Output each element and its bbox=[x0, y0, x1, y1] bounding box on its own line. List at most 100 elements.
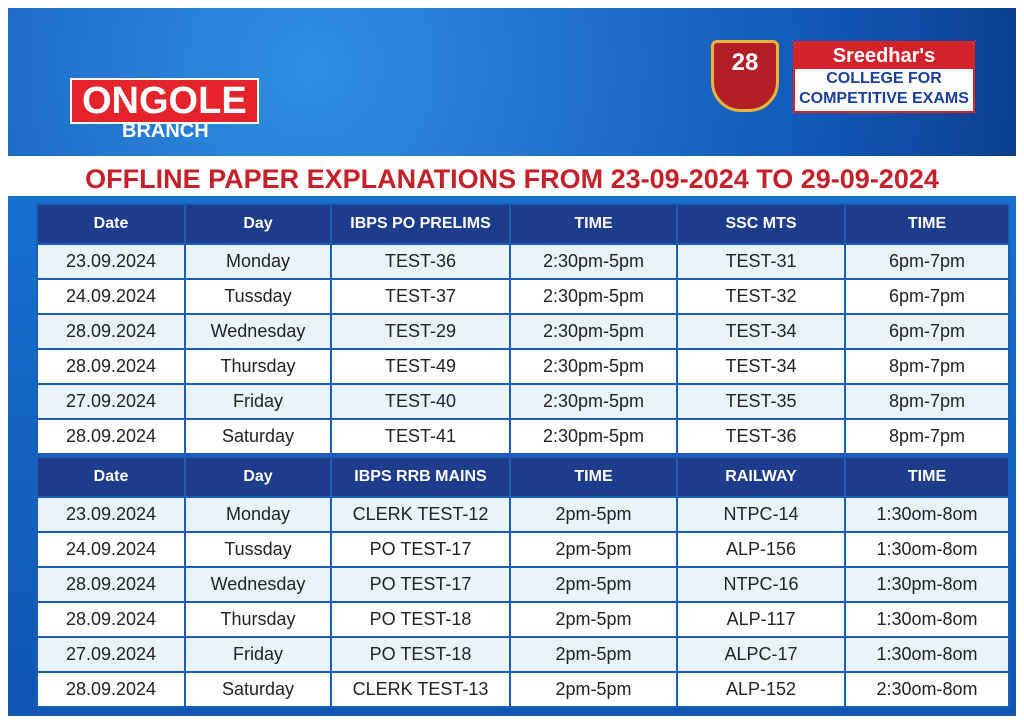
cell: 1:30om-8om bbox=[846, 498, 1008, 531]
column-header: Date bbox=[38, 205, 184, 243]
cell: 2pm-5pm bbox=[511, 673, 676, 706]
cell: NTPC-14 bbox=[678, 498, 844, 531]
cell: 28.09.2024 bbox=[38, 350, 184, 383]
cell: TEST-36 bbox=[332, 245, 509, 278]
cell: 23.09.2024 bbox=[38, 245, 184, 278]
branch-name: ONGOLE bbox=[70, 78, 259, 124]
cell: PO TEST-17 bbox=[332, 568, 509, 601]
cell: TEST-29 bbox=[332, 315, 509, 348]
table-row: 23.09.2024 Monday CLERK TEST-12 2pm-5pm NTPC… bbox=[38, 498, 1008, 531]
table-row: 28.09.2024 Thursday PO TEST-18 2pm-5pm ALP-1… bbox=[38, 603, 1008, 636]
cell: 28.09.2024 bbox=[38, 568, 184, 601]
table-row: 28.09.2024 Saturday TEST-41 2:30pm-5pm TEST-… bbox=[38, 420, 1008, 453]
cell: NTPC-16 bbox=[678, 568, 844, 601]
column-header: Day bbox=[186, 205, 330, 243]
cell: 2pm-5pm bbox=[511, 498, 676, 531]
column-header: TIME bbox=[511, 205, 676, 243]
table-row: 23.09.2024 Monday TEST-36 2:30pm-5pm TEST-31… bbox=[38, 245, 1008, 278]
table-row: 24.09.2024 Tussday PO TEST-17 2pm-5pm ALP-15… bbox=[38, 533, 1008, 566]
column-header: IBPS PO PRELIMS bbox=[332, 205, 509, 243]
cell: 1:30om-8om bbox=[846, 603, 1008, 636]
cell: TEST-34 bbox=[678, 315, 844, 348]
cell: ALPC-17 bbox=[678, 638, 844, 671]
cell: 24.09.2024 bbox=[38, 533, 184, 566]
cell: Tussday bbox=[186, 533, 330, 566]
cell: ALP-152 bbox=[678, 673, 844, 706]
cell: Wednesday bbox=[186, 568, 330, 601]
cell: 28.09.2024 bbox=[38, 603, 184, 636]
cell: TEST-40 bbox=[332, 385, 509, 418]
cell: 23.09.2024 bbox=[38, 498, 184, 531]
schedule-table: Date Day IBPS RRB MAINS TIME RAILWAY TIME 23.0… bbox=[36, 456, 1010, 708]
cell: 28.09.2024 bbox=[38, 673, 184, 706]
table-row: 27.09.2024 Friday PO TEST-18 2pm-5pm ALPC-17… bbox=[38, 638, 1008, 671]
cell: 2:30om-8om bbox=[846, 673, 1008, 706]
cell: 8pm-7pm bbox=[846, 350, 1008, 383]
column-header: Day bbox=[186, 458, 330, 496]
cell: 1:30pm-8om bbox=[846, 568, 1008, 601]
badge: 28 bbox=[711, 40, 779, 112]
cell: 28.09.2024 bbox=[38, 315, 184, 348]
cell: 2:30pm-5pm bbox=[511, 315, 676, 348]
cell: Tussday bbox=[186, 280, 330, 313]
cell: Thursday bbox=[186, 350, 330, 383]
table-row: 28.09.2024 Thursday TEST-49 2:30pm-5pm TEST-… bbox=[38, 350, 1008, 383]
cell: 2pm-5pm bbox=[511, 533, 676, 566]
logo-name: Sreedhar's bbox=[795, 43, 973, 69]
cell: TEST-41 bbox=[332, 420, 509, 453]
cell: 2:30pm-5pm bbox=[511, 280, 676, 313]
cell: ALP-117 bbox=[678, 603, 844, 636]
cell: TEST-37 bbox=[332, 280, 509, 313]
table-row: 24.09.2024 Tussday TEST-37 2:30pm-5pm TEST-3… bbox=[38, 280, 1008, 313]
column-header: RAILWAY bbox=[678, 458, 844, 496]
cell: 1:30om-8om bbox=[846, 533, 1008, 566]
cell: CLERK TEST-12 bbox=[332, 498, 509, 531]
cell: 6pm-7pm bbox=[846, 280, 1008, 313]
cell: 2:30pm-5pm bbox=[511, 350, 676, 383]
cell: TEST-36 bbox=[678, 420, 844, 453]
cell: PO TEST-18 bbox=[332, 603, 509, 636]
cell: 24.09.2024 bbox=[38, 280, 184, 313]
cell: 27.09.2024 bbox=[38, 385, 184, 418]
column-header: TIME bbox=[846, 458, 1008, 496]
column-header: TIME bbox=[846, 205, 1008, 243]
column-header: SSC MTS bbox=[678, 205, 844, 243]
cell: 28.09.2024 bbox=[38, 420, 184, 453]
table-row: 28.09.2024 Saturday CLERK TEST-13 2pm-5pm AL… bbox=[38, 673, 1008, 706]
logo-line: COMPETITIVE EXAMS bbox=[799, 90, 969, 107]
cell: 2pm-5pm bbox=[511, 638, 676, 671]
cell: TEST-34 bbox=[678, 350, 844, 383]
cell: PO TEST-18 bbox=[332, 638, 509, 671]
cell: TEST-31 bbox=[678, 245, 844, 278]
branch-label: BRANCH bbox=[122, 120, 209, 142]
header-row: Date Day IBPS PO PRELIMS TIME SSC MTS TIME bbox=[38, 205, 1008, 243]
cell: Wednesday bbox=[186, 315, 330, 348]
cell: 8pm-7pm bbox=[846, 385, 1008, 418]
cell: Thursday bbox=[186, 603, 330, 636]
cell: 2pm-5pm bbox=[511, 568, 676, 601]
table-row: 27.09.2024 Friday TEST-40 2:30pm-5pm TEST-35… bbox=[38, 385, 1008, 418]
logo: Sreedhar's COLLEGE FOR COMPETITIVE EXAMS bbox=[793, 41, 975, 113]
cell: Monday bbox=[186, 498, 330, 531]
cell: Friday bbox=[186, 385, 330, 418]
schedule-table: Date Day IBPS PO PRELIMS TIME SSC MTS TIME 23.… bbox=[36, 203, 1010, 455]
cell: 8pm-7pm bbox=[846, 420, 1008, 453]
cell: 27.09.2024 bbox=[38, 638, 184, 671]
cell: 6pm-7pm bbox=[846, 245, 1008, 278]
cell: 2pm-5pm bbox=[511, 603, 676, 636]
cell: TEST-49 bbox=[332, 350, 509, 383]
cell: Saturday bbox=[186, 673, 330, 706]
cell: Saturday bbox=[186, 420, 330, 453]
table-row: 28.09.2024 Wednesday PO TEST-17 2pm-5pm NTPC… bbox=[38, 568, 1008, 601]
column-header: IBPS RRB MAINS bbox=[332, 458, 509, 496]
table-row: 28.09.2024 Wednesday TEST-29 2:30pm-5pm TEST… bbox=[38, 315, 1008, 348]
column-header: Date bbox=[38, 458, 184, 496]
logo-line: COLLEGE FOR bbox=[826, 70, 942, 87]
cell: PO TEST-17 bbox=[332, 533, 509, 566]
column-header: TIME bbox=[511, 458, 676, 496]
cell: 1:30om-8om bbox=[846, 638, 1008, 671]
cell: Friday bbox=[186, 638, 330, 671]
cell: CLERK TEST-13 bbox=[332, 673, 509, 706]
cell: 2:30pm-5pm bbox=[511, 245, 676, 278]
